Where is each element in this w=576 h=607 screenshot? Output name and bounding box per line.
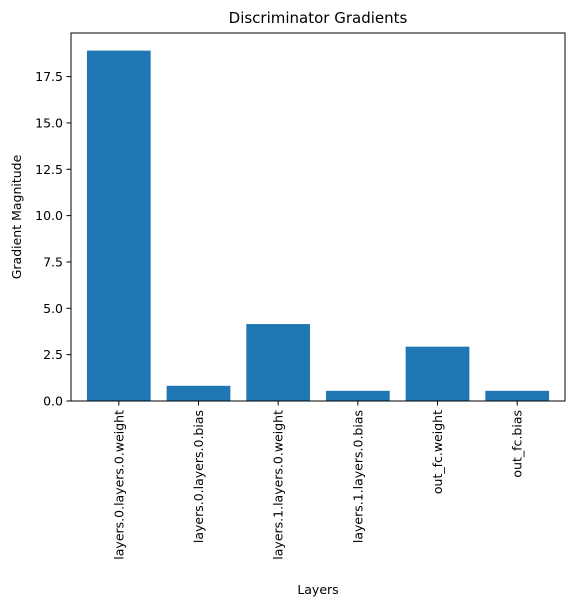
y-tick-label: 12.5 [35, 162, 63, 177]
bar-2 [166, 385, 231, 401]
chart-title: Discriminator Gradients [229, 9, 408, 27]
y-tick-label: 2.5 [43, 347, 63, 362]
x-tick-label: layers.0.layers.0.bias [191, 410, 206, 543]
x-tick-label: layers.1.layers.0.bias [350, 410, 365, 543]
bar-1 [86, 50, 151, 401]
plot-frame [70, 32, 566, 402]
x-tick-label: layers.0.layers.0.weight [111, 410, 126, 560]
y-tick-label: 17.5 [35, 69, 63, 84]
y-axis-label: Gradient Magnitude [9, 154, 24, 279]
bar-3 [246, 324, 311, 401]
y-tick-label: 7.5 [43, 254, 63, 269]
x-tick-label: out_fc.bias [510, 410, 525, 478]
bar-6 [485, 390, 550, 401]
y-tick-label: 5.0 [43, 301, 63, 316]
x-axis-label: Layers [297, 582, 338, 597]
y-axis: 0.0 2.5 5.0 7.5 10.0 12.5 15.0 17.5 [35, 69, 71, 409]
x-tick-label: out_fc.weight [430, 410, 445, 494]
y-tick-label: 15.0 [35, 115, 63, 130]
y-tick-label: 0.0 [43, 394, 63, 409]
bar-5 [405, 346, 470, 401]
bar-4 [325, 390, 390, 401]
x-axis: layers.0.layers.0.weight layers.0.layers.… [111, 401, 525, 560]
x-tick-label: layers.1.layers.0.weight [271, 410, 286, 560]
y-tick-label: 10.0 [35, 208, 63, 223]
bars-group [86, 50, 550, 401]
